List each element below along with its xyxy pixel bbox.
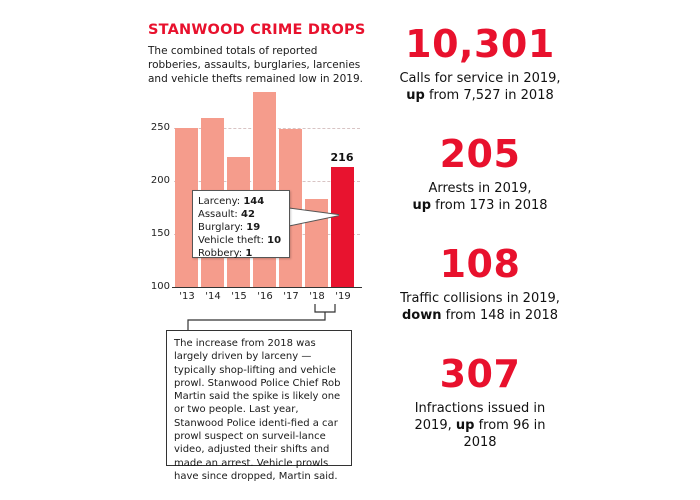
stat-infractions: 307 Infractions issued in 2019, up from … [405, 354, 555, 451]
stat-arrests: 205 Arrests in 2019, up from 173 in 2018 [380, 134, 580, 214]
stat-number: 205 [439, 132, 521, 176]
x-tick-2016: '16 [257, 291, 273, 302]
explanatory-note: The increase from 2018 was largely drive… [166, 330, 352, 482]
breakdown-robbery: Robbery: 1 [198, 248, 253, 259]
breakdown-assault: Assault: 42 [198, 209, 255, 220]
chart-subtitle: The combined totals of reported robberie… [148, 45, 363, 85]
stat-number: 108 [439, 242, 521, 286]
x-tick-2013: '13 [179, 291, 195, 302]
chart-title: STANWOOD CRIME DROPS [148, 22, 366, 38]
stat-description: Calls for service in 2019, up from 7,527… [399, 71, 561, 103]
stat-calls-for-service: 10,301 Calls for service in 2019, up fro… [380, 24, 580, 104]
bar-value-2019: 216 [330, 151, 354, 164]
x-tick-2019: '19 [335, 291, 351, 302]
x-tick-2014: '14 [205, 291, 221, 302]
stat-traffic-collisions: 108 Traffic collisions in 2019, down fro… [380, 244, 580, 324]
y-tick-150: 150 [150, 228, 170, 239]
stat-description: Arrests in 2019, up from 173 in 2018 [412, 181, 548, 213]
y-tick-250: 250 [150, 122, 170, 133]
y-tick-200: 200 [150, 175, 170, 186]
stat-description: Traffic collisions in 2019, down from 14… [400, 291, 560, 323]
x-tick-2017: '17 [283, 291, 299, 302]
x-axis-line [172, 287, 362, 288]
bar-2019-highlight [331, 167, 354, 287]
stat-number: 10,301 [405, 22, 555, 66]
y-tick-100: 100 [150, 281, 170, 292]
callout-pointer [289, 207, 339, 227]
stat-number: 307 [439, 352, 521, 396]
breakdown-burglary: Burglary: 19 [198, 222, 261, 233]
bracket-connector [187, 304, 336, 330]
breakdown-larceny: Larceny: 144 [198, 196, 265, 207]
breakdown-vehicle-theft: Vehicle theft: 10 [198, 235, 282, 246]
stat-description: Infractions issued in 2019, up from 96 i… [414, 401, 546, 450]
breakdown-callout: Larceny: 144 Assault: 42 Burglary: 19 Ve… [192, 190, 290, 259]
x-tick-2015: '15 [231, 291, 247, 302]
x-tick-2018: '18 [309, 291, 325, 302]
